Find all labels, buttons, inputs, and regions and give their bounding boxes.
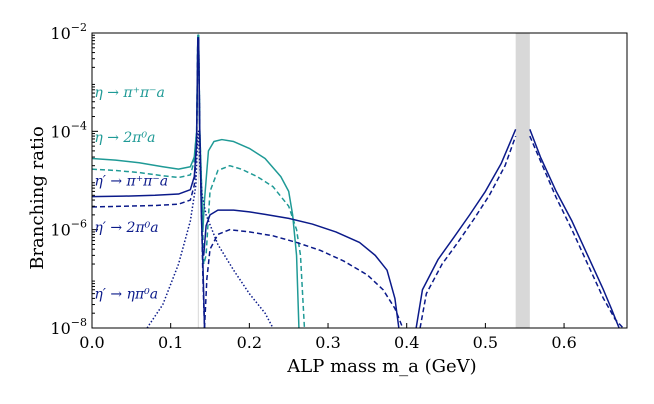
x-tick-label: 0.4 <box>394 333 419 352</box>
x-tick-label: 0.0 <box>79 333 104 352</box>
series-line-2 <box>92 37 206 328</box>
series-lines <box>92 34 624 328</box>
x-tick-label: 0.6 <box>551 333 576 352</box>
x-tick-label: 0.1 <box>158 333 183 352</box>
y-tick-label: 10−6 <box>50 218 87 240</box>
series-line-9 <box>529 135 624 328</box>
shaded-band-1 <box>515 33 530 328</box>
y-tick-label: 10−4 <box>50 119 87 141</box>
series-label: η → 2π⁰a <box>94 130 155 146</box>
y-ticks: 10−810−610−410−2 <box>50 21 98 338</box>
series-line-3 <box>202 209 400 328</box>
series-line-8 <box>419 135 517 328</box>
x-tick-label: 0.5 <box>473 333 498 352</box>
axes-frame <box>91 32 628 329</box>
series-line-4 <box>92 37 206 328</box>
series-label: η′ → 2π⁰a <box>94 220 158 236</box>
series-label: η′ → ηπ⁰a <box>94 286 158 302</box>
series-labels: η → π⁺π⁻a η → 2π⁰a η′ → π⁺π⁻a η′ → 2π⁰a η′ →… <box>94 85 168 302</box>
series-label: η′ → π⁺π⁻a <box>94 173 168 189</box>
y-axis-title: Branching ratio <box>27 126 48 270</box>
x-ticks: 0.0 0.1 0.2 0.3 0.4 0.5 0.6 <box>79 323 577 352</box>
series-label: η → π⁺π⁻a <box>94 85 165 101</box>
shaded-bands <box>197 33 530 328</box>
series-line-5 <box>203 228 404 328</box>
shaded-band-0 <box>197 33 199 328</box>
series-line-7 <box>529 129 620 328</box>
y-tick-label: 10−2 <box>50 21 87 43</box>
series-line-6 <box>415 129 517 328</box>
x-tick-label: 0.2 <box>237 333 262 352</box>
plot-frame <box>91 32 628 329</box>
x-axis-title: ALP mass m_a (GeV) <box>286 356 476 377</box>
series-line-10 <box>146 130 274 328</box>
x-tick-label: 0.3 <box>315 333 340 352</box>
series-line-1 <box>92 34 306 328</box>
